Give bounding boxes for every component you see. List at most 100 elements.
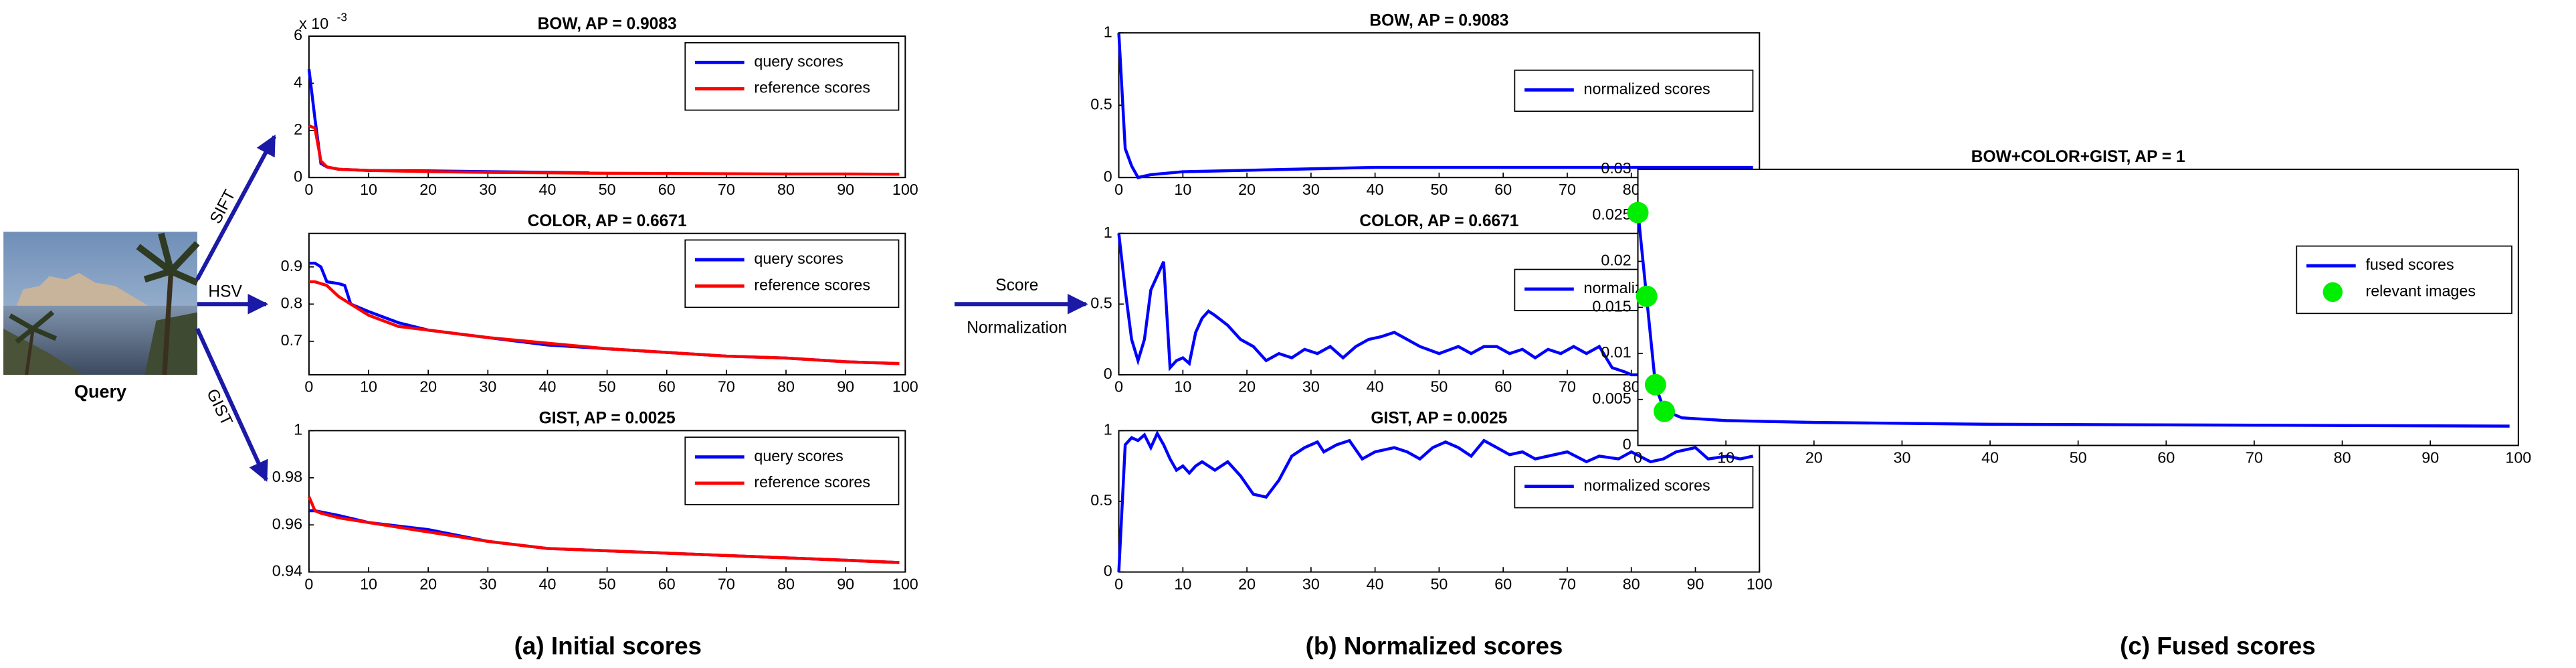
caption: (b) Normalized scores [1306, 632, 1563, 659]
chart-title: COLOR, AP = 0.6671 [528, 212, 687, 230]
legend-label: relevant images [2365, 282, 2476, 300]
y-tick-label: 0.025 [1592, 205, 1631, 223]
x-tick-label: 0 [304, 575, 313, 592]
series-line [1117, 233, 1753, 377]
chart: BOW+COLOR+GIST, AP = 1 0 10 20 30 40 50 60 70 80 9… [1592, 148, 2531, 466]
x-tick-label: 0 [1114, 378, 1123, 396]
y-tick-label: 0.96 [272, 515, 302, 532]
y-tick-label: 0.5 [1090, 95, 1112, 112]
x-tick-label: 0 [1114, 575, 1123, 592]
legend-box [684, 436, 900, 505]
x-tick-label: 100 [2505, 448, 2531, 466]
x-tick-label: 90 [2421, 448, 2439, 466]
y-tick-label: 0.98 [272, 468, 302, 485]
chart-title: COLOR, AP = 0.6671 [1359, 212, 1518, 230]
marker [1644, 373, 1666, 396]
x-tick-label: 50 [599, 378, 616, 396]
x-tick-label: 50 [599, 575, 616, 592]
x-tick-label: 100 [892, 181, 918, 198]
x-tick-label: 0 [304, 181, 313, 198]
x-tick-label: 40 [1367, 575, 1384, 592]
normalization-label: Normalization [967, 319, 1067, 337]
y-tick-label: 0.5 [1090, 294, 1112, 311]
x-tick-label: 10 [1717, 448, 1735, 466]
x-tick-label: 10 [1174, 378, 1191, 396]
x-tick-label: 0 [1114, 181, 1123, 198]
x-tick-label: 20 [1238, 378, 1256, 396]
x-tick-label: 40 [538, 378, 556, 396]
x-tick-label: 70 [1559, 378, 1576, 396]
x-tick-label: 70 [718, 575, 735, 592]
legend-label: reference scores [754, 276, 870, 293]
x-tick-label: 20 [419, 378, 437, 396]
x-tick-label: 80 [1623, 575, 1640, 592]
y-tick-label: 1 [1104, 421, 1112, 438]
x-tick-label: 10 [360, 181, 377, 198]
legend-box [2296, 245, 2512, 315]
marker [1627, 201, 1649, 224]
x-tick-label: 10 [360, 575, 377, 592]
y-tick-label: 0.9 [281, 257, 302, 274]
y-tick-label: 1 [294, 421, 302, 438]
x-tick-label: 30 [479, 181, 496, 198]
chart: COLOR, AP = 0.6671 0 10 20 30 40 50 60 70 80 90 100… [281, 212, 918, 396]
x-tick-label: 40 [1367, 181, 1384, 198]
x-tick-label: 10 [1174, 575, 1191, 592]
x-tick-label: 70 [2246, 448, 2263, 466]
y-scale-exponent: -3 [337, 11, 347, 24]
y-tick-label: 2 [294, 120, 302, 138]
x-tick-label: 60 [658, 378, 676, 396]
legend-label: normalized scores [1584, 477, 1710, 494]
x-tick-label: 70 [1559, 575, 1576, 592]
x-tick-label: 40 [538, 181, 556, 198]
x-tick-label: 70 [718, 181, 735, 198]
x-tick-label: 30 [1893, 448, 1910, 466]
legend-label: query scores [754, 250, 843, 267]
x-tick-label: 80 [777, 378, 795, 396]
series-line [1117, 32, 1753, 179]
x-tick-label: 90 [1687, 575, 1704, 592]
x-tick-label: 60 [2157, 448, 2175, 466]
x-tick-label: 30 [1302, 575, 1320, 592]
y-tick-label: 1 [1104, 23, 1112, 40]
x-tick-label: 20 [1805, 448, 1823, 466]
y-tick-label: 0 [1104, 167, 1112, 185]
legend-box [684, 41, 900, 111]
series-line [308, 280, 900, 365]
y-tick-label: 6 [294, 26, 302, 44]
x-tick-label: 50 [2070, 448, 2087, 466]
feature-label: HSV [208, 283, 242, 301]
x-tick-label: 50 [599, 181, 616, 198]
x-tick-label: 80 [1623, 181, 1640, 198]
x-tick-label: 50 [1430, 181, 1448, 198]
y-tick-label: 0.5 [1090, 491, 1112, 509]
x-tick-label: 90 [837, 575, 854, 592]
x-tick-label: 100 [892, 378, 918, 396]
x-tick-label: 10 [360, 378, 377, 396]
legend-label: reference scores [754, 473, 870, 491]
chart-title: BOW, AP = 0.9083 [1369, 11, 1508, 29]
x-tick-label: 40 [1981, 448, 1999, 466]
marker [1636, 285, 1658, 307]
query-label: Query [74, 382, 126, 402]
legend-label: query scores [754, 447, 843, 465]
x-tick-label: 70 [718, 378, 735, 396]
x-tick-label: 20 [419, 181, 437, 198]
y-tick-label: 0 [1104, 562, 1112, 580]
series-line [1117, 430, 1754, 572]
chart-title: BOW, AP = 0.9083 [538, 15, 677, 33]
x-tick-label: 90 [837, 378, 854, 396]
legend-label: normalized scores [1584, 80, 1710, 97]
legend-label: fused scores [2365, 256, 2454, 273]
x-tick-label: 100 [892, 575, 918, 592]
x-tick-label: 80 [2334, 448, 2351, 466]
chart-title: GIST, AP = 0.0025 [539, 410, 676, 428]
x-tick-label: 30 [479, 575, 496, 592]
y-tick-label: 0.005 [1592, 390, 1631, 407]
x-tick-label: 20 [419, 575, 437, 592]
y-tick-label: 0 [294, 167, 302, 185]
